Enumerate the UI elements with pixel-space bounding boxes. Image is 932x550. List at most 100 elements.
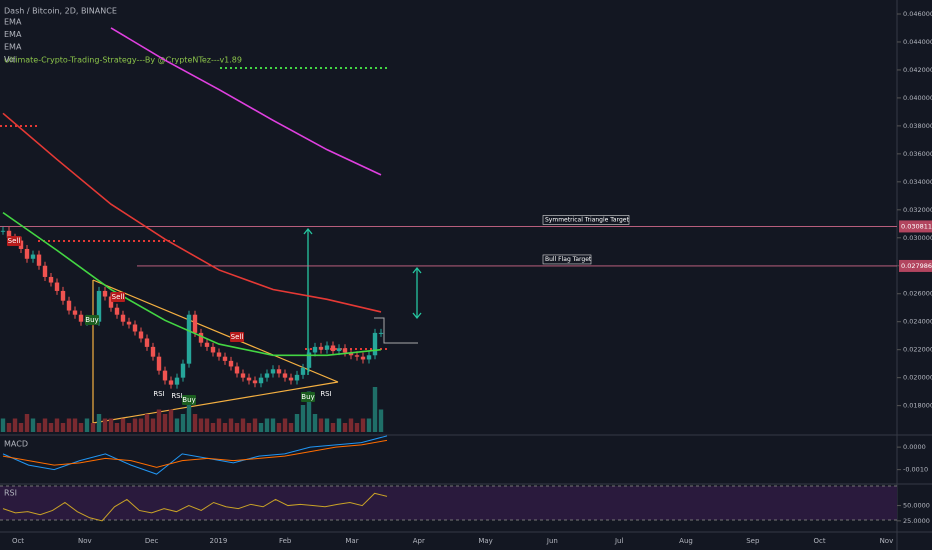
candle <box>48 276 54 283</box>
volume-bar <box>42 418 48 432</box>
candle <box>60 290 66 301</box>
volume-bar <box>378 409 384 432</box>
volume-bar <box>192 414 198 432</box>
signal-label: Buy <box>182 396 195 404</box>
x-tick-label: Jul <box>614 537 624 545</box>
ema-line <box>110 27 382 176</box>
volume-bar <box>12 418 18 432</box>
volume-bar <box>72 418 78 432</box>
candle <box>240 373 246 378</box>
signal-badge <box>7 236 21 246</box>
volume-bar <box>228 418 234 432</box>
legend-entry: EMA <box>4 18 22 27</box>
x-tick-label: Sep <box>746 537 760 545</box>
candle <box>174 377 180 385</box>
legend-entry: EMA <box>4 43 22 52</box>
pane-title: MACD <box>4 440 28 449</box>
x-tick-label: Apr <box>413 537 425 545</box>
volume-bar <box>24 414 30 432</box>
y-tick-label: 0.034000 <box>903 178 932 186</box>
candle <box>288 377 294 381</box>
volume-bar <box>210 423 216 432</box>
volume-bar <box>174 418 180 432</box>
volume-bar <box>330 423 336 432</box>
triangle <box>92 279 339 424</box>
candle <box>144 338 150 347</box>
candle <box>180 363 186 378</box>
candle <box>246 377 252 381</box>
target-arrows <box>303 227 422 375</box>
x-tick-label: Feb <box>279 537 292 545</box>
volume-bar <box>288 423 294 432</box>
volume-bar <box>204 418 210 432</box>
volume-bar <box>102 418 108 432</box>
volume-bar <box>180 414 186 432</box>
volume-bar <box>150 418 156 432</box>
volume-bar <box>108 418 114 432</box>
candle <box>264 373 270 378</box>
strategy-label: Ultimate-Crypto-Trading-Strategy---By @C… <box>4 56 242 65</box>
y-tick-label: 0.038000 <box>903 122 932 130</box>
candle <box>354 355 360 357</box>
y-tick-label: 0.036000 <box>903 150 932 158</box>
signal-label: RSI <box>320 390 331 398</box>
y-tick-label: 0.020000 <box>903 374 932 382</box>
volume-bar <box>78 423 84 432</box>
candle <box>366 355 372 360</box>
candle <box>30 254 36 259</box>
y-tick-label: 0.044000 <box>903 38 932 46</box>
volume-bar <box>96 414 102 432</box>
macd-line <box>2 435 388 475</box>
candle <box>234 366 240 374</box>
candle <box>342 348 348 353</box>
volume-bar <box>60 423 66 432</box>
candle <box>252 380 258 384</box>
candle <box>198 332 204 343</box>
volume-bar <box>162 414 168 432</box>
signal-label: Sell <box>231 333 244 341</box>
candle <box>36 254 42 266</box>
candle <box>66 300 72 311</box>
candle <box>132 324 138 332</box>
volume-bar <box>120 418 126 432</box>
ema-line <box>2 211 382 357</box>
volume-bar <box>84 418 90 432</box>
candle <box>96 290 102 322</box>
x-tick-label: Nov <box>880 537 894 545</box>
volume-bar <box>132 418 138 432</box>
y-tick-label: -0.0010 <box>903 466 928 474</box>
candle <box>42 265 48 277</box>
x-tick-label: Nov <box>78 537 92 545</box>
volume-bar <box>372 387 378 432</box>
rsi-line <box>2 492 388 522</box>
volume-bar <box>66 418 72 432</box>
volume-bar <box>36 423 42 432</box>
candle <box>336 348 342 352</box>
volume-bar <box>300 405 306 432</box>
candle <box>78 314 84 322</box>
candle <box>348 352 354 356</box>
candle <box>324 345 330 350</box>
volume-bar <box>234 423 240 432</box>
volume-bar <box>114 423 120 432</box>
y-tick-label: 0.040000 <box>903 94 932 102</box>
volume-bar <box>186 396 192 432</box>
signal-badge <box>301 392 315 402</box>
volume-bar <box>54 418 60 432</box>
x-tick-label: Jun <box>546 537 558 545</box>
volume-bar <box>294 414 300 432</box>
volume-bar <box>144 414 150 432</box>
signal-label: Sell <box>112 293 125 301</box>
target-label-bg <box>542 215 630 225</box>
volume-bar <box>138 418 144 432</box>
candle <box>6 230 12 238</box>
candle <box>54 282 60 291</box>
y-tick-label: 0.018000 <box>903 402 932 410</box>
candle <box>72 310 78 315</box>
volume-bar <box>360 418 366 432</box>
rsi-band <box>0 486 897 520</box>
candle <box>210 346 216 353</box>
volume-bar <box>168 409 174 432</box>
signal-badge <box>111 292 125 302</box>
